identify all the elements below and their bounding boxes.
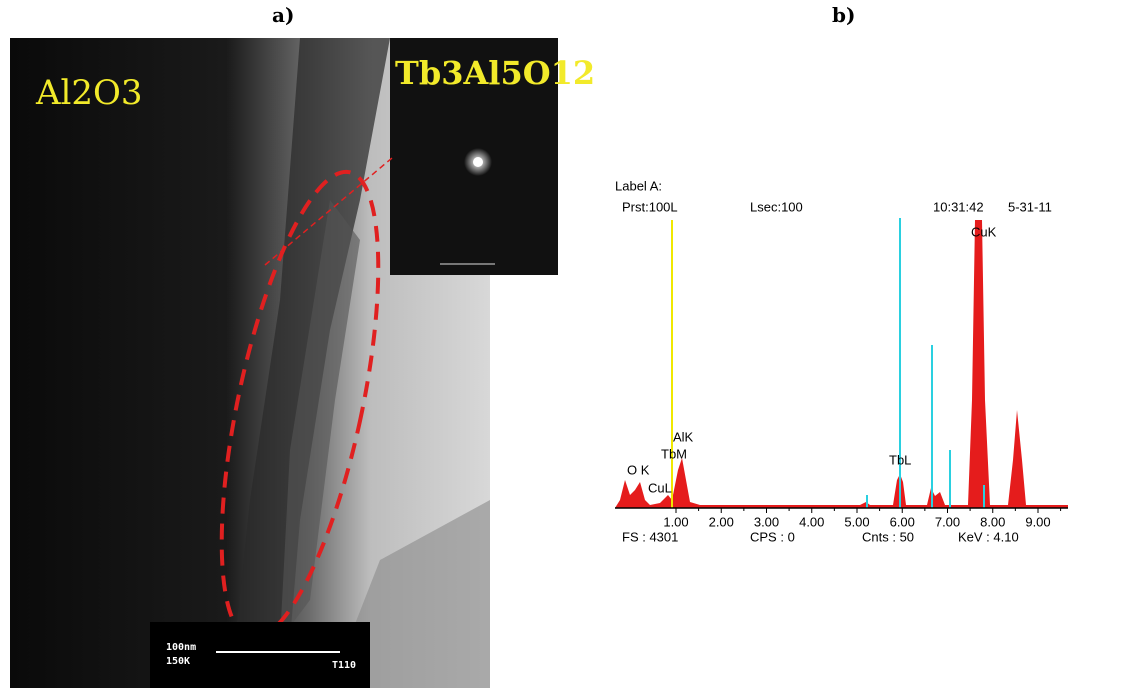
scale-length: 100nm [166, 642, 196, 653]
x-tick-label: 4.00 [799, 514, 824, 529]
peak-label: AlK [673, 429, 694, 444]
spectrum [615, 220, 1068, 508]
x-tick-label: 1.00 [663, 514, 688, 529]
footer-text: FS : 4301 [622, 529, 678, 544]
scale-bar-box [150, 622, 370, 688]
x-tick-label: 6.00 [890, 514, 915, 529]
pointer-line [264, 157, 393, 266]
tem-image: Al2O3 Tb3Al5O12 100nm 150K T110 [10, 38, 595, 688]
eds-spectrum: Label A: Prst:100L Lsec:100 10:31:42 5-3… [615, 178, 1068, 544]
footer-text: Cnts : 50 [862, 529, 914, 544]
header-text: Label A: [615, 178, 662, 193]
footer-text: KeV : 4.10 [958, 529, 1019, 544]
x-tick-label: 7.00 [935, 514, 960, 529]
x-tick-label: 5.00 [844, 514, 869, 529]
x-tick-label: 9.00 [1025, 514, 1050, 529]
header-text: Prst:100L [622, 199, 678, 214]
panel-label: b) [832, 3, 855, 27]
panel-label: a) [272, 3, 294, 27]
header-text: 5-31-11 [1008, 199, 1052, 214]
highlight-ellipse [219, 169, 381, 641]
footer-text: CPS : 0 [750, 529, 795, 544]
x-tick-label: 3.00 [754, 514, 779, 529]
phase-label: Al2O3 [35, 73, 143, 113]
header-text: Lsec:100 [750, 199, 803, 214]
peak-label: O K [627, 462, 650, 477]
peak-label: TbL [889, 452, 911, 467]
peak-label: CuK [971, 224, 997, 239]
header-text: 10:31:42 [933, 199, 984, 214]
interface [280, 200, 360, 640]
peak-label: CuL [648, 480, 672, 495]
phase-label: Tb3Al5O12 [395, 54, 595, 92]
x-tick-label: 2.00 [709, 514, 734, 529]
peak-label: TbM [661, 446, 687, 461]
x-tick-label: 8.00 [980, 514, 1005, 529]
image-code: T110 [332, 660, 356, 671]
diffraction-spot [473, 157, 483, 167]
magnification: 150K [166, 656, 190, 667]
